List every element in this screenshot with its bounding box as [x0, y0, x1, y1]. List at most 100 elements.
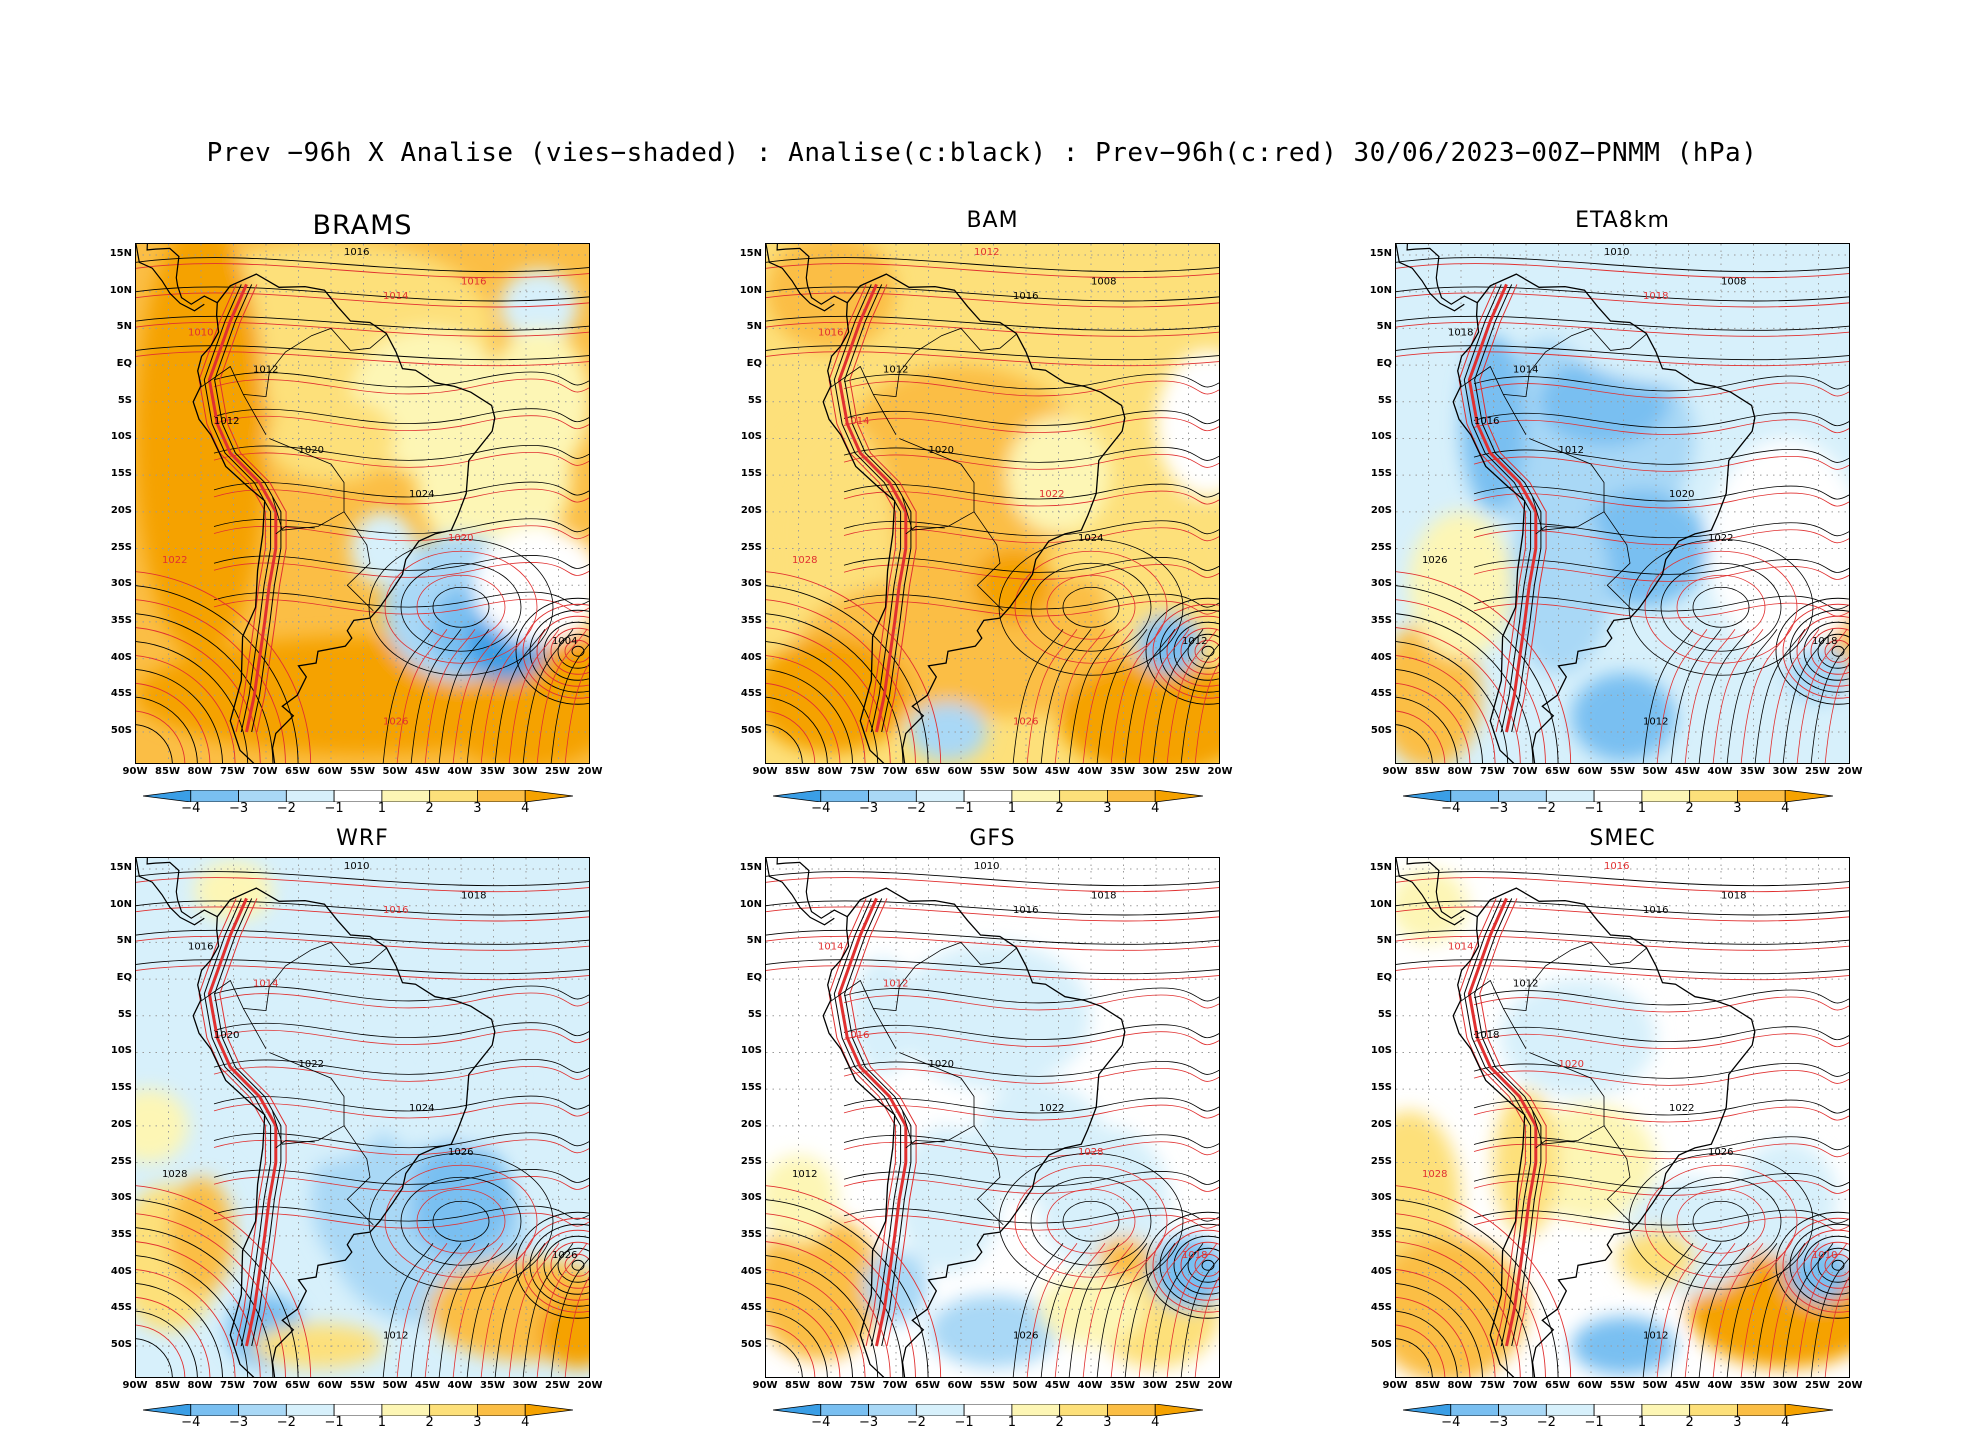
isobar-line	[766, 1283, 853, 1377]
pressure-bias-map: 1010 1018 1016 1016 1014 1020 1022 1024 1026 1028…	[136, 858, 589, 1377]
andes-contours	[1463, 898, 1532, 1347]
isobar-line	[1026, 629, 1078, 763]
longitude-label: 50W	[382, 1380, 408, 1391]
contour-label: 1010	[188, 328, 213, 339]
isobar-line	[1824, 662, 1849, 763]
isobar-line	[136, 1199, 299, 1377]
colorbar-tick-label: 4	[1781, 1415, 1790, 1430]
latitude-label: EQ	[746, 972, 762, 984]
colorbar-tick-label: 2	[425, 801, 434, 816]
isobar-line	[766, 906, 1219, 922]
isobar-line	[1726, 1243, 1778, 1377]
isobar-ring	[1628, 538, 1814, 676]
colorbar-swatch	[429, 1403, 478, 1417]
colorbar-tick-label: −2	[276, 801, 296, 816]
latitude-label: 5N	[116, 321, 132, 333]
contour-label: 1022	[1039, 489, 1064, 500]
longitude-label: 50W	[382, 766, 408, 777]
country-border	[873, 941, 1017, 1012]
colorbar-swatch	[1107, 1403, 1156, 1417]
isobar-line	[494, 1243, 546, 1377]
isobar-line	[213, 481, 589, 498]
isobar-ring	[1159, 1223, 1219, 1307]
isobar-line	[1396, 1324, 1446, 1377]
contour-label: 1012	[1643, 1331, 1668, 1342]
contour-label: 1018	[1182, 1250, 1207, 1261]
bias-region	[766, 1155, 838, 1244]
latitude-label: 35S	[740, 1228, 762, 1240]
isobar-line	[1166, 1243, 1218, 1377]
longitude-axis: 90W 85W 80W 75W 70W 65W 60W 55W 50W 45W 40W 35W 30W 2…	[1383, 1380, 1863, 1394]
isobar-line	[213, 1176, 589, 1192]
isobars	[766, 871, 1219, 1377]
latitude-label: 45S	[1370, 1302, 1392, 1314]
isobar-line	[766, 900, 1219, 916]
colorbar-swatch	[381, 1403, 431, 1417]
latitude-label: 15S	[1370, 1082, 1392, 1094]
isobar-line	[1396, 315, 1849, 331]
andes-contours	[1479, 898, 1547, 1347]
isobar-ring	[1775, 1211, 1849, 1319]
andes-contours	[828, 898, 896, 1347]
longitude-label: 80W	[1447, 766, 1473, 777]
latitude-label: 5N	[746, 321, 762, 333]
latitude-label: 15S	[110, 1082, 132, 1094]
latitude-label: 30S	[110, 1192, 132, 1204]
contour-label: 1012	[792, 1169, 817, 1180]
colorbar: −4 −3 −2 −1 1 2 3 4	[1402, 787, 1834, 817]
bias-region	[1058, 658, 1219, 763]
longitude-label: 65W	[285, 766, 310, 777]
longitude-label: 65W	[285, 1380, 310, 1391]
colorbar-swatch	[429, 789, 478, 803]
central-america-coastline	[766, 858, 848, 926]
colorbar-swatch	[1689, 789, 1738, 803]
isobar-line	[1396, 655, 1496, 763]
colorbar-tick-label: −3	[228, 1415, 249, 1430]
longitude-label: 60W	[947, 766, 973, 777]
longitude-label: 35W	[1740, 766, 1765, 777]
country-border	[899, 1052, 1004, 1226]
contour-label: 1014	[844, 416, 869, 427]
isobar-line	[766, 959, 1219, 975]
isobar-ring	[557, 1247, 589, 1283]
isobar-line	[1810, 1257, 1849, 1377]
isobar-line	[136, 1241, 261, 1377]
isobar-line	[766, 585, 929, 763]
isobar-line	[1396, 669, 1483, 763]
longitude-label: 80W	[187, 1380, 213, 1391]
isobar-ring	[1187, 633, 1219, 669]
isobar-line	[1698, 629, 1750, 763]
isobar-line	[843, 557, 1219, 573]
isobar-line	[766, 682, 841, 763]
isobar-line	[522, 629, 574, 763]
isobar-line	[1166, 629, 1218, 763]
isobar-line	[766, 257, 1219, 273]
isobar-ring	[1166, 615, 1219, 687]
longitude-label: 70W	[252, 766, 278, 777]
isobar-ring	[536, 615, 589, 687]
isobar-line	[424, 629, 476, 763]
longitude-label: 35W	[1740, 1380, 1765, 1391]
contour-label: 1022	[1039, 1103, 1064, 1114]
contour-label: 1018	[1643, 291, 1668, 302]
isobar-line	[766, 1227, 904, 1377]
panel-title-smec: SMEC	[1589, 826, 1656, 851]
longitude-label: 30W	[1772, 766, 1798, 777]
isobar-line	[1473, 989, 1849, 1006]
isobar-line	[1656, 629, 1708, 763]
longitude-label: 75W	[850, 1380, 875, 1391]
isobar-line	[1396, 871, 1849, 887]
country-border	[243, 327, 387, 398]
colorbar-swatch	[1154, 1403, 1204, 1417]
country-border	[200, 979, 267, 1049]
isobar-line	[136, 1185, 312, 1377]
latitude-label: 15S	[1370, 468, 1392, 480]
longitude-label: 85W	[785, 766, 810, 777]
isobar-line	[843, 1207, 1219, 1224]
isobar-line	[1782, 1243, 1834, 1377]
latitude-label: 15N	[739, 862, 762, 873]
longitude-label: 90W	[122, 1380, 148, 1391]
isobar-line	[213, 1102, 589, 1119]
isobar-ring	[571, 1259, 585, 1271]
isobar-line	[564, 662, 589, 763]
